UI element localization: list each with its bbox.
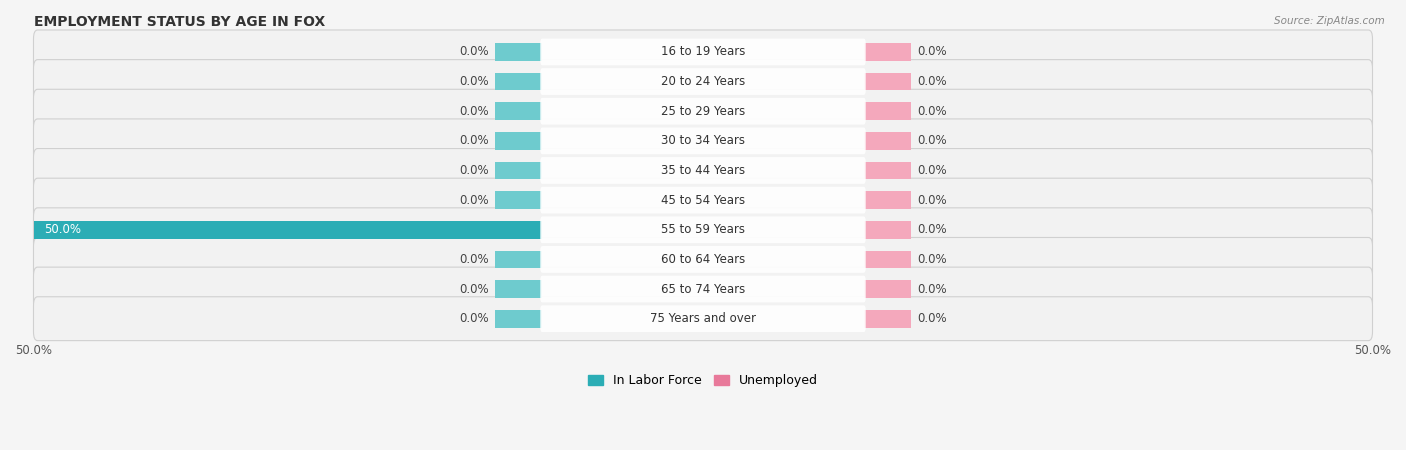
Text: 0.0%: 0.0% [917,283,946,296]
FancyBboxPatch shape [540,68,866,95]
Text: 0.0%: 0.0% [460,45,489,58]
Text: 0.0%: 0.0% [460,283,489,296]
Bar [495,191,543,209]
Bar [863,221,911,238]
Text: 60 to 64 Years: 60 to 64 Years [661,253,745,266]
Bar [495,132,543,150]
Text: Source: ZipAtlas.com: Source: ZipAtlas.com [1274,16,1385,26]
Text: 0.0%: 0.0% [917,105,946,118]
Bar [863,102,911,120]
FancyBboxPatch shape [34,267,1372,311]
Text: 0.0%: 0.0% [917,194,946,207]
Text: 0.0%: 0.0% [917,253,946,266]
FancyBboxPatch shape [540,216,866,243]
Bar [495,43,543,61]
FancyBboxPatch shape [34,119,1372,163]
FancyBboxPatch shape [34,208,1372,252]
Text: 16 to 19 Years: 16 to 19 Years [661,45,745,58]
Text: 30 to 34 Years: 30 to 34 Years [661,135,745,147]
Bar [863,191,911,209]
FancyBboxPatch shape [540,39,866,65]
Legend: In Labor Force, Unemployed: In Labor Force, Unemployed [583,369,823,392]
Text: 55 to 59 Years: 55 to 59 Years [661,223,745,236]
Bar [863,43,911,61]
Text: 25 to 29 Years: 25 to 29 Years [661,105,745,118]
Text: 0.0%: 0.0% [460,75,489,88]
Text: 0.0%: 0.0% [460,253,489,266]
Bar [863,280,911,298]
Text: 75 Years and over: 75 Years and over [650,312,756,325]
Bar [495,73,543,90]
Text: 0.0%: 0.0% [917,45,946,58]
Bar [495,310,543,328]
Bar [863,251,911,268]
Bar [495,280,543,298]
Bar [863,132,911,150]
FancyBboxPatch shape [540,246,866,273]
Text: 45 to 54 Years: 45 to 54 Years [661,194,745,207]
FancyBboxPatch shape [540,157,866,184]
Text: 0.0%: 0.0% [917,312,946,325]
Bar [495,251,543,268]
Text: 0.0%: 0.0% [460,194,489,207]
FancyBboxPatch shape [540,276,866,302]
Bar [495,102,543,120]
Text: 35 to 44 Years: 35 to 44 Years [661,164,745,177]
FancyBboxPatch shape [34,30,1372,74]
FancyBboxPatch shape [34,148,1372,193]
Bar [863,310,911,328]
Text: 0.0%: 0.0% [917,164,946,177]
Text: 0.0%: 0.0% [460,105,489,118]
Text: 0.0%: 0.0% [917,135,946,147]
FancyBboxPatch shape [34,178,1372,222]
Bar [863,162,911,180]
Text: 0.0%: 0.0% [460,135,489,147]
FancyBboxPatch shape [540,127,866,154]
Bar [863,73,911,90]
Text: 0.0%: 0.0% [460,164,489,177]
FancyBboxPatch shape [34,89,1372,133]
Bar [495,162,543,180]
Bar [34,221,543,238]
Text: 0.0%: 0.0% [460,312,489,325]
FancyBboxPatch shape [540,98,866,125]
Text: 0.0%: 0.0% [917,223,946,236]
Text: EMPLOYMENT STATUS BY AGE IN FOX: EMPLOYMENT STATUS BY AGE IN FOX [34,15,325,29]
Text: 65 to 74 Years: 65 to 74 Years [661,283,745,296]
FancyBboxPatch shape [34,297,1372,341]
Text: 20 to 24 Years: 20 to 24 Years [661,75,745,88]
FancyBboxPatch shape [34,60,1372,104]
FancyBboxPatch shape [540,187,866,213]
Text: 50.0%: 50.0% [44,223,82,236]
Text: 0.0%: 0.0% [917,75,946,88]
FancyBboxPatch shape [34,238,1372,281]
FancyBboxPatch shape [540,306,866,332]
